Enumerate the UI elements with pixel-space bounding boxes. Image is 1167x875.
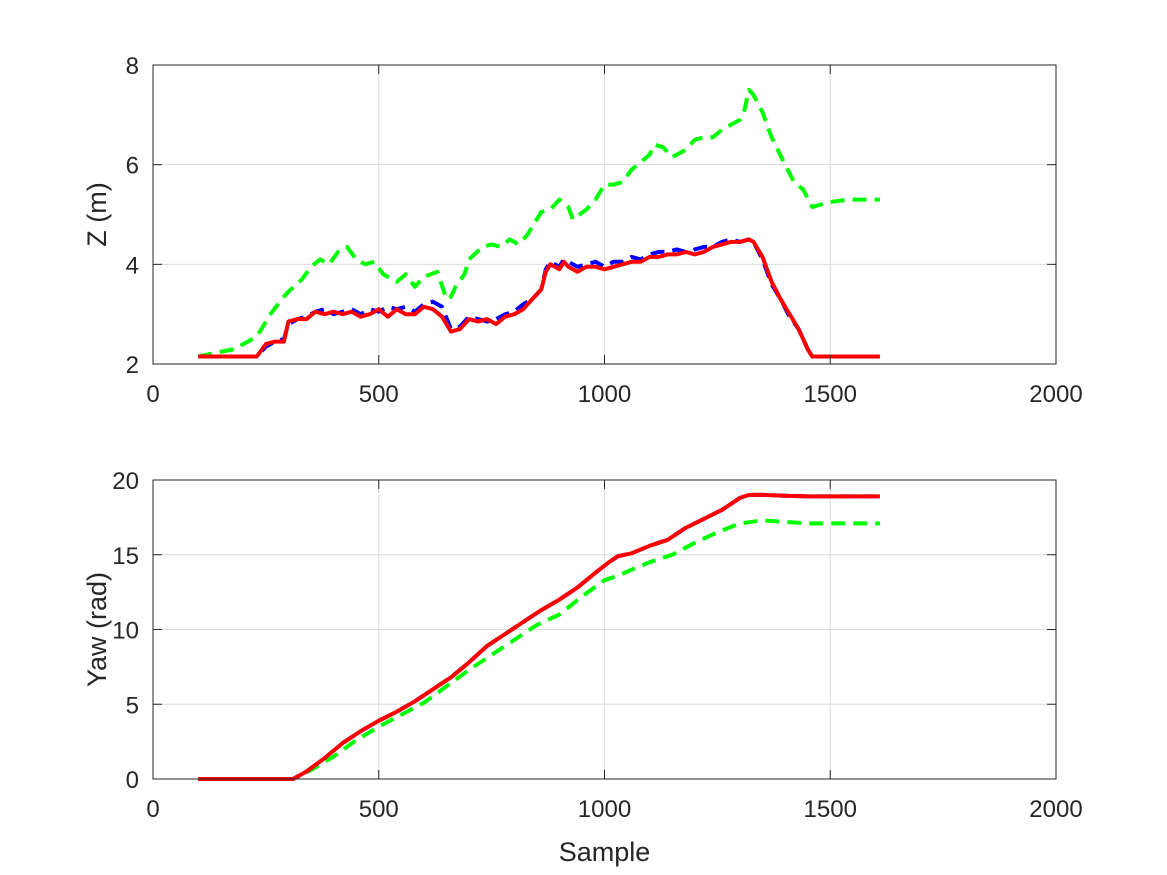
series-line-1 [197, 87, 880, 359]
series-line-1 [198, 518, 880, 781]
y-axis-label: Yaw (rad) [82, 572, 112, 687]
y-tick-label: 6 [126, 153, 139, 180]
series-line-3 [198, 492, 880, 781]
y-tick-label: 4 [126, 252, 139, 279]
y-tick-label: 2 [126, 352, 139, 379]
x-tick-label: 500 [359, 381, 399, 408]
x-tick-label: 1500 [804, 796, 857, 823]
x-tick-label: 1000 [578, 796, 631, 823]
series-line-3 [198, 237, 880, 359]
panel-1: 0 500 1000 1500 2000 2 4 6 8 Z (m) [82, 53, 1083, 408]
y-tick-label: 5 [126, 692, 139, 719]
x-tick-label: 0 [146, 796, 159, 823]
x-tick-label: 2000 [1029, 796, 1082, 823]
y-tick-label: 8 [126, 53, 139, 80]
x-axis-label: Sample [559, 837, 651, 867]
x-tick-label: 1500 [804, 381, 857, 408]
x-tick-label: 2000 [1029, 381, 1082, 408]
y-axis-label: Z (m) [82, 182, 112, 246]
x-tick-label: 500 [359, 796, 399, 823]
panel-2: 0 500 1000 1500 2000 0 5 10 15 20 Yaw (rad) Sample [82, 468, 1083, 867]
y-tick-label: 0 [126, 767, 139, 794]
x-tick-label: 0 [146, 381, 159, 408]
x-tick-label: 1000 [578, 381, 631, 408]
y-tick-label: 10 [112, 618, 139, 645]
y-tick-label: 15 [112, 543, 139, 570]
y-tick-label: 20 [112, 468, 139, 495]
